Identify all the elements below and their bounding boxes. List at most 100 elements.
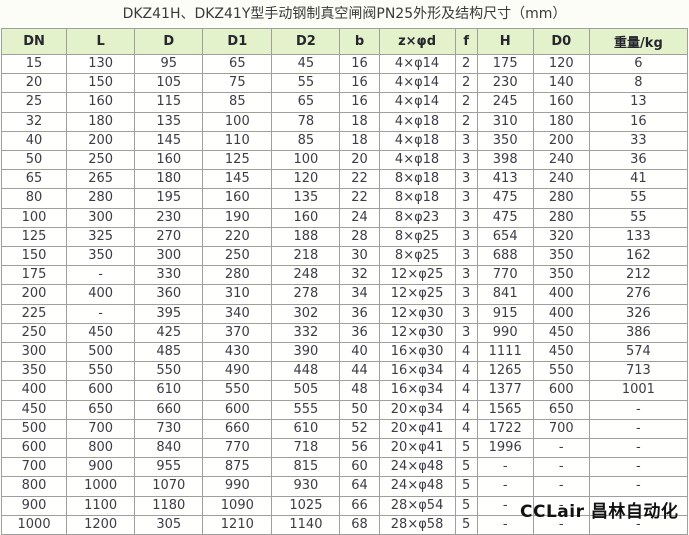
table-cell: 400 [0,380,68,401]
table-cell: 5 [454,476,478,497]
table-row: 100 300 230 190 160 24 8×φ23 3 475 280 55 [0,207,689,228]
table-cell: 280 [532,188,590,209]
table-cell: 130 [66,53,136,75]
table-cell: 550 [202,380,273,401]
table-cell: 16×φ34 [378,361,456,382]
table-cell: 160 [271,207,341,228]
table-cell: 22 [339,169,380,190]
table-cell: 75 [202,73,273,94]
table-cell: 52 [339,418,380,440]
table-cell: 574 [588,342,689,363]
table-cell: 218 [271,246,341,267]
table-cell: 3 [454,265,478,286]
table-cell: 145 [134,130,204,152]
header-cell-2: D [134,28,204,55]
table-row: 450 650 660 600 555 50 20×φ34 4 1565 650- [0,399,689,420]
table-cell: 65 [202,53,273,75]
table-cell: 3 [454,207,478,228]
table-cell: 5 [454,495,478,516]
table-cell: 3 [454,303,478,324]
table-cell: 955 [134,457,204,478]
table-cell: 360 [134,284,204,305]
table-cell: 4×φ14 [378,92,456,113]
table-cell: 18 [339,111,380,132]
table-cell: 24×φ48 [378,457,456,478]
header-cell-5: b [339,28,380,55]
table-cell: 600 [532,380,590,401]
table-cell: 5 [454,438,478,459]
table-cell: 20×φ41 [378,418,456,440]
table-cell: 8×φ23 [378,207,456,228]
table-cell: 40 [339,342,380,363]
table-cell: 485 [134,342,204,363]
table-cell: 16 [339,53,380,75]
table-cell: 325 [66,226,136,248]
table-cell: 8×φ18 [378,188,456,209]
table-row: 175-330 280 248 32 12×φ25 3 770 350 212 [0,265,689,286]
table-cell: - [532,438,590,459]
table-cell: 1722 [476,418,534,440]
table-cell: 4×φ18 [378,111,456,132]
table-row: 1000 1200 305 1210 1140 68 28×φ58 5- - - [0,514,689,535]
table-row: 800 1000 1070 990 930 64 24×φ48 5- - - [0,476,689,497]
table-cell: - [588,438,689,459]
table-cell: 3 [454,322,478,344]
table-cell: 1090 [202,495,273,516]
table-cell: 55 [588,207,689,228]
table-cell: 4 [454,418,478,440]
table-cell: 32 [0,111,68,132]
table-row: 40 200 145 110 85 18 4×φ18 3 350 200 33 [0,130,689,152]
table-cell: 930 [271,476,341,497]
table-cell: 25 [0,92,68,113]
table-cell: 490 [202,361,273,382]
table-cell: 28×φ58 [378,514,456,535]
table-row: 225-395 340 302 36 12×φ30 3 915 400 326 [0,303,689,324]
table-cell: 133 [588,226,689,248]
table-cell: 145 [202,169,273,190]
table-cell: - [588,418,689,440]
table-cell: 100 [202,111,273,132]
table-cell: 875 [202,457,273,478]
table-cell: 160 [134,150,204,171]
table-cell: 2 [454,111,478,132]
table-cell: 350 [532,265,590,286]
table-cell: 4 [454,399,478,420]
table-cell: 33 [588,130,689,152]
table-cell: 248 [271,265,341,286]
table-cell: 320 [532,226,590,248]
header-cell-3: D1 [202,28,273,55]
table-cell: 28 [339,226,380,248]
table-cell: 22 [339,188,380,209]
table-row: 15 130 95 65 45 16 4×φ14 2 175 120 6 [0,53,689,75]
table-cell: 18 [339,130,380,152]
table-cell: - [532,495,590,516]
table-cell: 713 [588,361,689,382]
table-cell: 300 [134,246,204,267]
table-cell: 841 [476,284,534,305]
table-cell: 150 [66,73,136,94]
table-cell: 800 [0,476,68,497]
table-row: 600 800 840 770 718 56 20×φ41 5 1996- - [0,438,689,459]
table-cell: 16×φ34 [378,380,456,401]
valve-spec-table: DN L D D1 D2 b z×φd f H D0 重量/kg 15 130 95 65 45 16 4×φ1… [0,28,689,535]
table-cell: 200 [532,130,590,152]
table-cell: 100 [271,150,341,171]
table-cell: 135 [271,188,341,209]
table-cell: 6 [588,53,689,75]
table-cell: 1210 [202,514,273,535]
table-cell: 800 [66,438,136,459]
table-cell: 600 [0,438,68,459]
table-cell: 36 [339,303,380,324]
table-cell: 600 [66,380,136,401]
table-cell: 350 [66,246,136,267]
table-header: DN L D D1 D2 b z×φd f H D0 重量/kg [0,28,689,55]
table-cell: 1070 [134,476,204,497]
table-cell: 1565 [476,399,534,420]
table-cell: 5 [454,457,478,478]
header-cell-6: z×φd [378,28,456,55]
table-cell: 398 [476,150,534,171]
table-row: 125 325 270 220 188 28 8×φ25 3 654 320 133 [0,226,689,248]
table-cell: 450 [532,342,590,363]
table-cell: 48 [339,380,380,401]
